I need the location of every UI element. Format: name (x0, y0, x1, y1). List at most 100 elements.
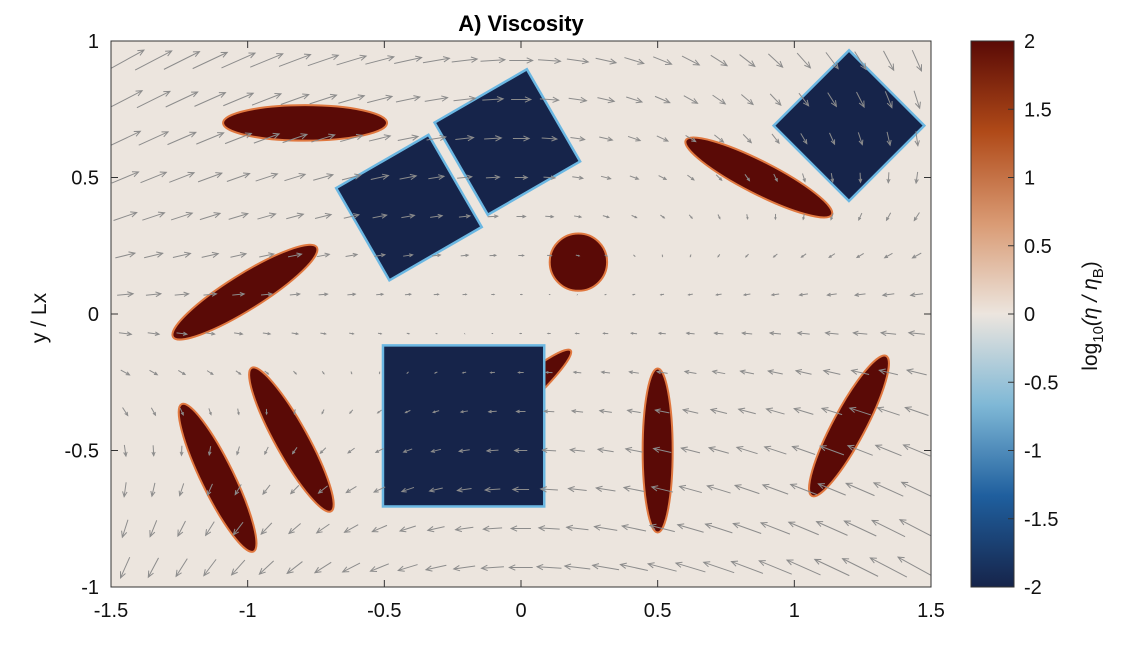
velocity-arrow (602, 215, 610, 219)
velocity-arrow (234, 484, 242, 496)
velocity-arrow (802, 213, 805, 221)
y-tick-label: -1 (81, 577, 99, 599)
strong-inclusion-ellipse (222, 104, 389, 142)
velocity-arrow (676, 523, 704, 533)
velocity-arrow (123, 444, 128, 458)
velocity-arrow (787, 521, 819, 536)
strong-inclusion-ellipse (548, 232, 609, 292)
velocity-arrow (111, 49, 146, 69)
velocity-arrow (871, 519, 906, 538)
velocity-arrow (813, 558, 850, 577)
velocity-arrow (872, 482, 904, 497)
velocity-arrow (599, 136, 614, 142)
colorbar-tick-label: -1.5 (1024, 509, 1058, 531)
velocity-arrow (508, 564, 533, 571)
velocity-arrow (855, 253, 864, 259)
velocity-arrow (595, 57, 618, 65)
velocity-arrow (629, 332, 638, 335)
velocity-arrow (511, 96, 533, 103)
velocity-arrow (457, 448, 470, 453)
velocity-arrow (118, 331, 133, 337)
velocity-arrow (142, 211, 166, 221)
velocity-arrow (404, 409, 411, 414)
velocity-arrow (793, 407, 814, 415)
velocity-arrow (593, 524, 618, 531)
velocity-arrow (224, 132, 253, 145)
velocity-arrow (886, 131, 892, 147)
velocity-arrow (538, 57, 562, 65)
velocity-arrow (262, 332, 272, 336)
velocity-arrow (286, 561, 303, 575)
velocity-arrow (898, 519, 931, 537)
velocity-arrow (320, 332, 327, 335)
velocity-arrow (228, 212, 249, 220)
velocity-arrow (678, 484, 702, 494)
velocity-arrow (843, 520, 877, 537)
weak-inclusion-square (771, 48, 927, 203)
velocity-arrow (802, 173, 806, 183)
velocity-arrow (629, 175, 640, 180)
velocity-arrow (900, 481, 931, 497)
velocity-arrow (221, 52, 257, 69)
velocity-arrow (374, 448, 384, 454)
velocity-arrow (886, 172, 891, 184)
velocity-arrow (397, 564, 418, 572)
velocity-arrow (574, 332, 580, 335)
colorbar-ticks: 2 1.5 1 0.5 0 -0.5 -1 -1.5 -2 (1008, 31, 1058, 599)
velocity-arrow (194, 92, 227, 107)
strong-inclusion-ellipse (171, 243, 319, 341)
velocity-arrow (904, 406, 929, 416)
velocity-arrow (869, 557, 908, 578)
velocity-arrow (192, 51, 229, 70)
strong-inclusion-ellipse (684, 136, 834, 219)
velocity-arrow (336, 54, 368, 66)
velocity-arrow (371, 524, 388, 533)
velocity-arrow (170, 211, 194, 221)
velocity-arrow (376, 292, 385, 296)
velocity-arrow (853, 292, 866, 297)
velocity-arrow (715, 293, 722, 296)
velocity-arrow (264, 446, 269, 456)
velocity-arrow (111, 171, 140, 184)
velocity-arrow (394, 55, 423, 64)
velocity-arrow (517, 371, 524, 374)
velocity-arrow (653, 56, 673, 65)
velocity-arrow (848, 406, 872, 416)
velocity-arrow (739, 369, 755, 375)
velocity-arrow (113, 211, 138, 221)
velocity-arrow (480, 56, 507, 64)
velocity-arrow (400, 486, 415, 493)
velocity-arrow (730, 560, 764, 574)
velocity-arrow (167, 131, 197, 146)
velocity-arrow (575, 254, 581, 257)
velocity-arrow (547, 254, 553, 257)
velocity-arrow (858, 172, 863, 184)
velocity-arrow (365, 55, 396, 65)
velocity-arrow (709, 407, 728, 414)
velocity-arrow (177, 520, 186, 538)
velocity-arrow (208, 408, 212, 416)
velocity-arrow (732, 522, 762, 534)
velocity-arrow (287, 252, 303, 258)
velocity-arrow (685, 135, 697, 143)
velocity-arrow (914, 131, 920, 147)
velocity-arrow (232, 521, 244, 536)
velocity-arrow (462, 293, 468, 296)
velocity-arrow (367, 94, 394, 104)
velocity-arrow (681, 55, 701, 66)
velocity-arrow (406, 332, 411, 335)
velocity-arrow (201, 251, 220, 258)
velocity-arrow (484, 135, 503, 142)
velocity-arrow (852, 330, 868, 336)
velocity-arrow (772, 253, 778, 258)
y-tick-label: -0.5 (65, 441, 99, 463)
velocity-arrow (236, 446, 240, 456)
velocity-arrow (858, 212, 863, 222)
velocity-arrow (338, 94, 366, 104)
velocity-arrow (459, 410, 469, 414)
velocity-arrow (262, 484, 271, 496)
velocity-arrow (397, 134, 420, 142)
velocity-arrow (512, 135, 531, 142)
velocity-arrow (654, 95, 671, 104)
velocity-arrow (149, 369, 159, 376)
